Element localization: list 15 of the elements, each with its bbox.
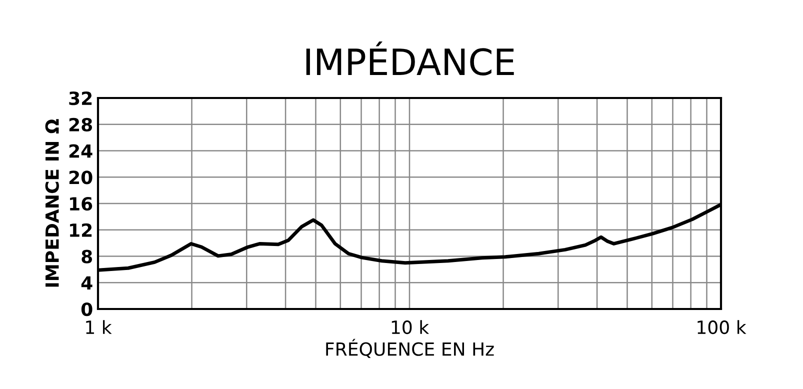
y-tick-label: 16 xyxy=(70,196,92,211)
y-tick-label: 12 xyxy=(70,223,92,237)
y-tick-label: 32 xyxy=(69,91,92,106)
y-tick-label: 0 xyxy=(81,302,92,316)
y-tick-label: 24 xyxy=(69,144,92,158)
y-tick-label: 4 xyxy=(81,276,92,290)
y-tick-label: 20 xyxy=(69,170,92,184)
y-tick-label: 8 xyxy=(82,250,92,264)
y-tick-label: 28 xyxy=(69,118,92,132)
x-axis-title: FRÉQUENCE EN Hz xyxy=(326,338,494,358)
x-tick-label: 1 k xyxy=(86,320,112,334)
y-axis-title: IMPEDANCE IN Ω xyxy=(45,119,59,287)
chart-title: IMPÉDANCE xyxy=(306,42,514,76)
x-tick-label: 10 k xyxy=(392,320,430,334)
x-tick-label: 100 k xyxy=(698,320,746,334)
